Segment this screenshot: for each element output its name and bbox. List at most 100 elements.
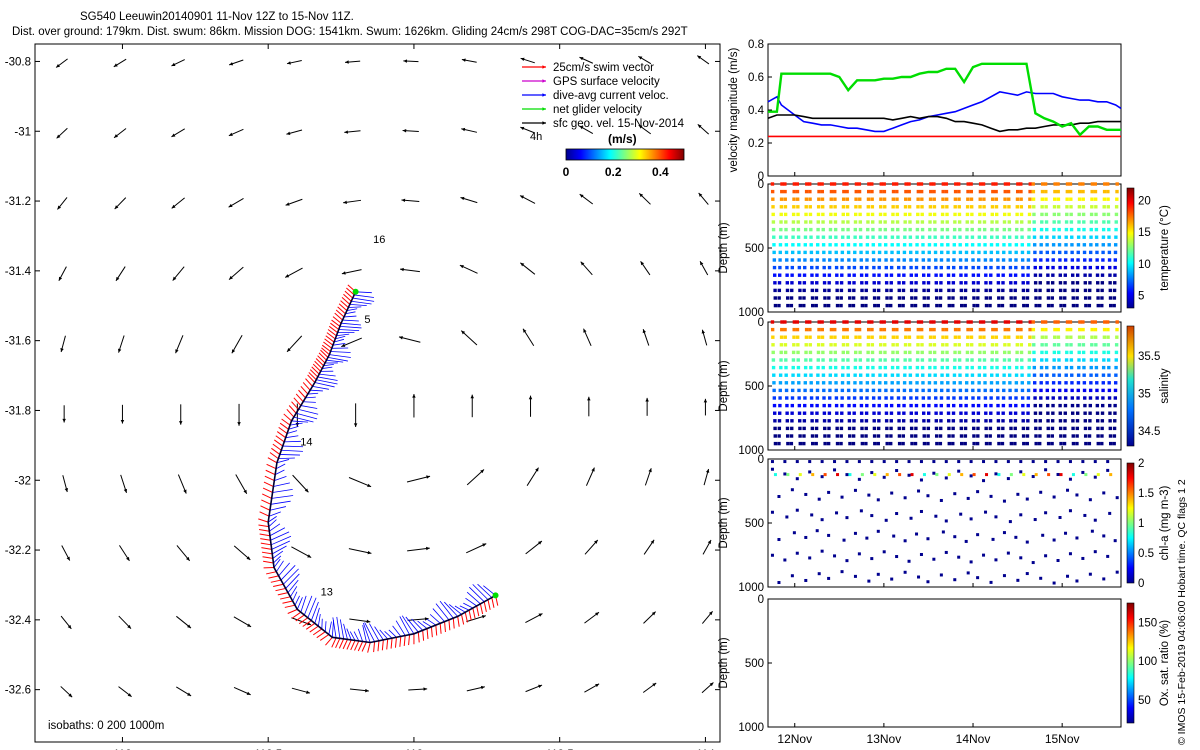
current-vector (314, 607, 320, 624)
salinity-point (1006, 320, 1011, 324)
salinity-point (1083, 403, 1087, 408)
temperature-point (1088, 265, 1092, 270)
chla-point (770, 510, 774, 514)
temperature-point (783, 182, 787, 186)
salinity-point (988, 434, 992, 438)
salinity-point (1083, 411, 1087, 415)
salinity-point (858, 365, 863, 370)
current-vector (298, 409, 319, 415)
temperature-point (860, 288, 864, 293)
salinity-point (797, 411, 802, 415)
temperature-axes-frame (767, 183, 1122, 313)
temperature-point (1033, 265, 1037, 270)
salinity-point (978, 327, 983, 332)
temperature-point (939, 265, 944, 270)
temperature-point (772, 235, 776, 239)
temperature-point (827, 296, 831, 300)
chla-point (890, 491, 894, 495)
chla-point (1102, 534, 1106, 538)
geo-arrow (645, 397, 649, 416)
current-vector (271, 495, 294, 499)
salinity-point (921, 396, 926, 400)
temperature-point (963, 296, 968, 300)
chla-point (994, 460, 998, 464)
salinity-point (840, 388, 845, 393)
salinity-point (1014, 388, 1018, 393)
chla-point (1022, 473, 1026, 477)
salinity-point (1002, 373, 1006, 377)
salinity-point (1077, 343, 1082, 347)
temperature-point (1088, 288, 1092, 293)
salinity-point (1107, 388, 1112, 393)
temperature-point (1069, 197, 1073, 201)
salinity-point (852, 426, 856, 431)
geo-arrow (642, 682, 657, 693)
salinity-point (1075, 426, 1080, 431)
salinity-point (1003, 335, 1007, 339)
temperature-point (959, 273, 963, 277)
salinity-point (1077, 365, 1081, 370)
chla-point (790, 574, 794, 578)
temperature-point (841, 197, 846, 201)
temperature-point (833, 197, 837, 201)
salinity-point (1032, 365, 1037, 370)
speed-colorbar (565, 148, 685, 161)
chla-point (895, 469, 899, 473)
current-vector (278, 562, 290, 577)
temperature-point (1107, 227, 1111, 232)
temperature-point (1070, 235, 1074, 239)
temperature-point (1051, 243, 1056, 247)
temperature-point (953, 220, 957, 224)
temperature-point (833, 220, 838, 224)
swim-vector (312, 628, 323, 636)
salinity-point (983, 396, 988, 400)
salinity-point (1108, 419, 1112, 423)
current-vector (310, 389, 323, 392)
salinity-point (891, 343, 895, 347)
chla-point (1025, 497, 1029, 501)
salinity-point (823, 434, 827, 438)
salinity-point (784, 358, 788, 362)
geo-arrow (638, 124, 652, 135)
temperature-point (1112, 296, 1117, 300)
temperature-point (804, 197, 809, 201)
temperature-point (891, 220, 895, 224)
temperature-point (790, 288, 794, 293)
temperature-point (978, 205, 982, 209)
swim-vector (325, 636, 333, 646)
temperature-point (982, 197, 986, 201)
geo-arrow (580, 261, 593, 276)
swim-vector (258, 529, 270, 532)
salinity-point (847, 396, 851, 400)
chla-point (845, 460, 849, 464)
salinity-point (872, 419, 876, 423)
salinity-point (1014, 373, 1019, 377)
salinity-point (896, 388, 901, 393)
salinity-point (903, 373, 907, 377)
salinity-point (1063, 411, 1067, 415)
temperature-point (797, 250, 801, 255)
chla-point (1058, 515, 1062, 519)
salinity-point (1069, 365, 1074, 370)
salinity-point (847, 403, 851, 408)
temperature-point (840, 258, 844, 262)
geo-arrow (344, 130, 361, 134)
temperature-point (1027, 227, 1031, 232)
chla-point (833, 554, 837, 558)
salinity-point (964, 403, 968, 408)
salinity-point (792, 327, 796, 332)
geo-arrow (584, 683, 600, 693)
temperature-point (904, 197, 908, 201)
chla-point (989, 494, 993, 498)
temperature-point (953, 189, 958, 194)
temperature-point (1102, 197, 1107, 201)
salinity-point (872, 434, 877, 438)
temperature-point (939, 250, 944, 255)
temperature-point (958, 250, 963, 255)
temperature-point (785, 265, 789, 270)
temperature-point (785, 296, 790, 300)
salinity-point (1102, 358, 1106, 362)
temperature-point (1070, 250, 1074, 255)
temperature-point (871, 243, 875, 247)
salinity-point (1034, 441, 1038, 446)
